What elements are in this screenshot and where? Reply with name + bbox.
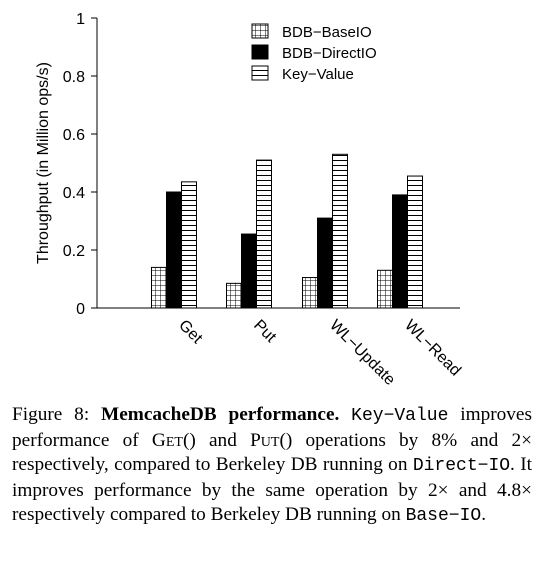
bar-hlines-2 <box>332 153 348 309</box>
y-axis-label: Throughput (in Million ops/s) <box>35 62 52 264</box>
bar-hlines-3 <box>407 175 423 309</box>
x-tick-label: WL−Read <box>401 317 464 380</box>
bar-solid-1 <box>241 233 257 309</box>
x-tick-labels: Get Put WL−Update WL−Read <box>175 317 464 389</box>
legend-swatch <box>251 65 269 81</box>
axes: 0 0.2 0.4 0.6 0.8 1 <box>63 11 460 318</box>
bar-chart: 0 0.2 0.4 0.6 0.8 1 Get Put WL−Update WL−Read BD… <box>35 11 464 389</box>
legend-swatch <box>251 23 269 39</box>
y-tick-label: 1 <box>76 11 85 28</box>
caption-text-5: . <box>481 504 487 525</box>
caption-code-direct-io: Direct−IO <box>412 456 511 476</box>
x-tick-label: WL−Update <box>326 317 398 389</box>
legend-swatch <box>251 44 269 60</box>
y-tick-label: 0.6 <box>63 127 85 144</box>
legend-label: BDB−DirectIO <box>282 45 377 62</box>
bar-solid-0 <box>166 191 182 309</box>
bar-grid-2 <box>302 277 318 309</box>
bar-solid-3 <box>392 194 408 309</box>
bars <box>151 153 423 309</box>
caption-text-1: improves performance of <box>12 404 532 451</box>
caption-code-key-value: Key−Value <box>351 406 449 426</box>
caption-get-op: Get <box>151 429 183 451</box>
x-tick-label: Put <box>250 317 279 346</box>
bar-solid-2 <box>317 217 333 309</box>
caption-text-4: . It improves performance by the same op… <box>12 454 532 525</box>
caption-put-op: Put <box>250 429 280 451</box>
bar-grid-3 <box>377 269 393 309</box>
y-tick-label: 0 <box>76 301 85 318</box>
y-tick-label: 0.4 <box>63 185 85 202</box>
legend-label: BDB−BaseIO <box>282 24 372 41</box>
caption-text-3: operations by 8% and 2× respectively, co… <box>12 429 533 476</box>
caption-code-base-io: Base−IO <box>405 506 482 526</box>
x-tick-label: Get <box>175 317 206 348</box>
bar-hlines-0 <box>181 181 197 309</box>
bar-grid-0 <box>151 266 167 309</box>
legend-label: Key−Value <box>282 66 354 83</box>
bar-grid-1 <box>226 282 242 309</box>
figure-label: Figure 8: <box>12 404 90 425</box>
y-tick-label: 0.8 <box>63 69 85 86</box>
y-tick-label: 0.2 <box>63 243 85 260</box>
caption-title: MemcacheDB performance. <box>101 404 340 425</box>
figure-caption: Figure 8: MemcacheDB performance. Key−Va… <box>12 404 533 526</box>
bar-hlines-1 <box>256 159 272 309</box>
caption-text-2: and <box>209 429 237 451</box>
legend: BDB−BaseIO BDB−DirectIO Key−Value <box>251 23 377 83</box>
